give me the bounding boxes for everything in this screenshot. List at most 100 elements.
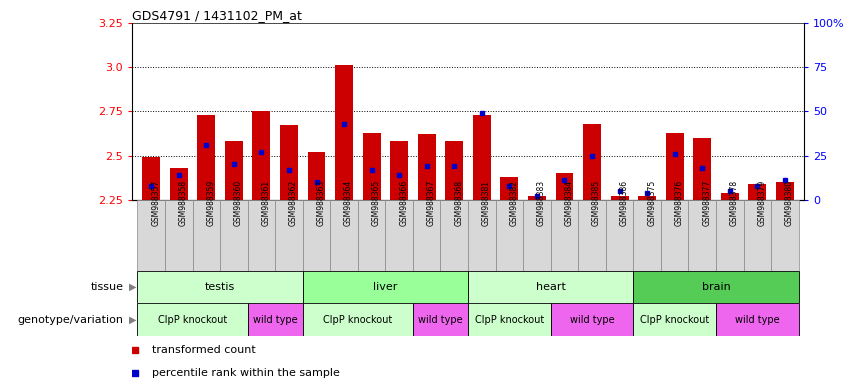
- Text: GSM988363: GSM988363: [317, 180, 326, 226]
- Text: ClpP knockout: ClpP knockout: [158, 314, 227, 325]
- Text: GSM988366: GSM988366: [399, 180, 408, 226]
- Bar: [335, 65, 353, 200]
- Text: GSM988380: GSM988380: [785, 180, 794, 226]
- Text: GSM988365: GSM988365: [372, 180, 380, 226]
- Bar: [665, 132, 683, 200]
- Text: GSM988357: GSM988357: [151, 180, 160, 226]
- Bar: [633, 271, 799, 303]
- Text: GSM988385: GSM988385: [592, 180, 601, 226]
- Text: wild type: wild type: [418, 314, 463, 325]
- Bar: [330, 200, 357, 271]
- Bar: [303, 303, 413, 336]
- Bar: [528, 196, 545, 200]
- Text: ▶: ▶: [129, 282, 137, 292]
- Bar: [661, 200, 688, 271]
- Bar: [418, 134, 436, 200]
- Bar: [248, 200, 275, 271]
- Text: ClpP knockout: ClpP knockout: [475, 314, 544, 325]
- Text: transformed count: transformed count: [152, 345, 256, 355]
- Bar: [744, 200, 771, 271]
- Text: GSM988361: GSM988361: [261, 180, 271, 226]
- Bar: [694, 138, 711, 200]
- Bar: [363, 132, 380, 200]
- Bar: [275, 200, 303, 271]
- Bar: [391, 141, 408, 200]
- Bar: [445, 141, 463, 200]
- Bar: [413, 303, 468, 336]
- Bar: [579, 200, 606, 271]
- Bar: [633, 303, 716, 336]
- Bar: [468, 200, 495, 271]
- Text: ▶: ▶: [129, 314, 137, 325]
- Bar: [303, 271, 468, 303]
- Bar: [441, 200, 468, 271]
- Bar: [500, 177, 518, 200]
- Bar: [386, 200, 413, 271]
- Bar: [137, 303, 248, 336]
- Text: wild type: wild type: [569, 314, 614, 325]
- Bar: [357, 200, 386, 271]
- Bar: [716, 303, 799, 336]
- Bar: [771, 200, 799, 271]
- Text: GSM988360: GSM988360: [234, 180, 243, 226]
- Bar: [495, 200, 523, 271]
- Text: ClpP knockout: ClpP knockout: [640, 314, 710, 325]
- Bar: [303, 200, 330, 271]
- Bar: [638, 196, 656, 200]
- Bar: [468, 303, 551, 336]
- Text: liver: liver: [374, 282, 397, 292]
- Bar: [165, 200, 192, 271]
- Text: percentile rank within the sample: percentile rank within the sample: [152, 368, 340, 378]
- Bar: [192, 200, 220, 271]
- Text: GSM988376: GSM988376: [675, 180, 683, 226]
- Text: brain: brain: [702, 282, 730, 292]
- Text: GSM988378: GSM988378: [730, 180, 739, 226]
- Bar: [551, 303, 633, 336]
- Text: testis: testis: [205, 282, 235, 292]
- Text: GSM988379: GSM988379: [757, 180, 767, 226]
- Bar: [197, 115, 215, 200]
- Text: GSM988382: GSM988382: [510, 180, 518, 226]
- Bar: [611, 196, 629, 200]
- Bar: [468, 271, 633, 303]
- Text: tissue: tissue: [90, 282, 123, 292]
- Bar: [280, 126, 298, 200]
- Text: GSM988384: GSM988384: [564, 180, 574, 226]
- Bar: [137, 200, 165, 271]
- Bar: [248, 303, 303, 336]
- Bar: [633, 200, 661, 271]
- Text: heart: heart: [536, 282, 566, 292]
- Bar: [556, 173, 574, 200]
- Bar: [307, 152, 325, 200]
- Text: genotype/variation: genotype/variation: [17, 314, 123, 325]
- Bar: [721, 193, 739, 200]
- Text: GSM988362: GSM988362: [289, 180, 298, 226]
- Text: GSM988358: GSM988358: [179, 180, 188, 226]
- Bar: [225, 141, 243, 200]
- Bar: [137, 271, 303, 303]
- Bar: [142, 157, 160, 200]
- Text: GSM988359: GSM988359: [206, 180, 215, 226]
- Text: GSM988383: GSM988383: [537, 180, 546, 226]
- Bar: [716, 200, 744, 271]
- Text: GSM988377: GSM988377: [702, 180, 711, 226]
- Text: GSM988364: GSM988364: [344, 180, 353, 226]
- Bar: [220, 200, 248, 271]
- Text: ClpP knockout: ClpP knockout: [323, 314, 392, 325]
- Text: GSM988367: GSM988367: [426, 180, 436, 226]
- Text: wild type: wild type: [253, 314, 298, 325]
- Text: GSM988381: GSM988381: [482, 180, 491, 226]
- Bar: [253, 111, 271, 200]
- Text: GDS4791 / 1431102_PM_at: GDS4791 / 1431102_PM_at: [132, 9, 302, 22]
- Bar: [748, 184, 766, 200]
- Bar: [688, 200, 716, 271]
- Bar: [523, 200, 551, 271]
- Bar: [473, 115, 491, 200]
- Bar: [551, 200, 579, 271]
- Text: GSM988368: GSM988368: [454, 180, 463, 226]
- Bar: [170, 168, 188, 200]
- Bar: [776, 182, 794, 200]
- Text: GSM988375: GSM988375: [647, 180, 656, 226]
- Text: GSM988386: GSM988386: [620, 180, 629, 226]
- Bar: [413, 200, 441, 271]
